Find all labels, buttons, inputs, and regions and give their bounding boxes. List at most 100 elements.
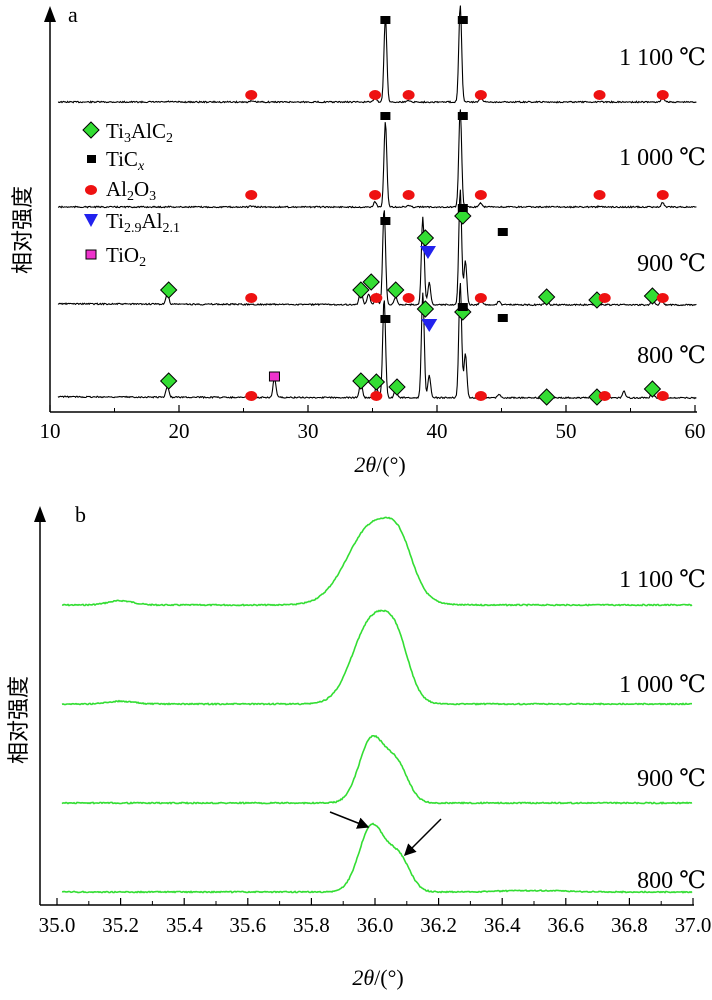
ti29al21-marker-icon xyxy=(421,319,438,332)
al2o3-marker-icon xyxy=(656,190,669,200)
panel-b-series-label: 800 ℃ xyxy=(637,868,706,894)
ti3alc2-marker-icon xyxy=(416,229,435,247)
ti3alc2-marker-icon xyxy=(362,273,380,291)
panel-b-tick-label: 35.4 xyxy=(166,913,203,937)
panel-a-series-labels: 1 100 ℃ 1 000 ℃ 900 ℃ 800 ℃ xyxy=(619,45,706,369)
annotation-arrow-right xyxy=(403,818,442,857)
panel-a-series-label: 800 ℃ xyxy=(637,343,706,369)
panel-b-tick-label: 36.2 xyxy=(420,913,457,937)
ticx-marker-icon xyxy=(457,303,468,311)
panel-b-tick-label: 35.8 xyxy=(293,913,330,937)
al2o3-marker-icon xyxy=(598,293,611,303)
panel-b-series-900 xyxy=(61,734,693,805)
panel-a-tick-label: 60 xyxy=(685,419,706,443)
al2o3-marker-icon xyxy=(402,293,415,303)
panel-b-series-800 xyxy=(61,822,693,894)
al2o3-marker-icon xyxy=(656,293,669,303)
panel-b-x-label-unit: /(°) xyxy=(374,965,404,990)
panel-b-tick-label: 36.4 xyxy=(484,913,521,937)
panel-a-tick-label: 50 xyxy=(556,419,577,443)
al2o3-marker-icon xyxy=(245,391,258,401)
panel-b-tick-label: 35.6 xyxy=(229,913,266,937)
legend-item-tio2: TiO2 xyxy=(85,243,146,270)
al2o3-marker-icon xyxy=(402,90,415,100)
panel-a-label: a xyxy=(68,2,78,27)
panel-a-series-label: 1 000 ℃ xyxy=(619,145,706,171)
ti3alc2-marker-icon xyxy=(643,287,662,305)
panel-b-tick-label: 36.6 xyxy=(547,913,584,937)
ti3alc2-marker-icon xyxy=(367,373,386,391)
panel-b-series-label: 1 000 ℃ xyxy=(619,672,706,698)
al2o3-marker-icon xyxy=(474,190,487,200)
ticx-marker-icon xyxy=(497,314,508,322)
panel-b-x-label-main: 2θ xyxy=(352,965,374,990)
panel-a: a 相对强度 10 20 30 40 50 60 1 100 ℃ 1 000 ℃ 900 ℃ 8… xyxy=(10,2,706,477)
legend-label-ti3alc2: Ti3AlC2 xyxy=(106,119,173,146)
ticx-marker-icon xyxy=(457,16,468,24)
legend-circle-icon xyxy=(85,185,97,195)
al2o3-marker-icon xyxy=(370,391,383,401)
ticx-marker-icon xyxy=(497,228,508,236)
tio2-marker-icon xyxy=(268,371,280,382)
legend-square-icon xyxy=(87,155,96,163)
al2o3-marker-icon xyxy=(656,391,669,401)
panel-a-x-label: 2θ/(°) xyxy=(354,452,405,477)
ti3alc2-marker-icon xyxy=(352,281,370,299)
al2o3-marker-icon xyxy=(245,190,258,200)
ticx-marker-icon xyxy=(380,112,391,120)
panel-b-series-label: 900 ℃ xyxy=(637,766,706,792)
ti3alc2-marker-icon xyxy=(159,372,178,390)
al2o3-marker-icon xyxy=(474,391,487,401)
legend-label-ticx: TiCx xyxy=(106,147,145,174)
panel-a-tick-label: 30 xyxy=(298,419,319,443)
panel-b-series-1-000 xyxy=(61,609,692,706)
legend-label-tio2: TiO2 xyxy=(106,243,146,270)
al2o3-marker-icon xyxy=(656,90,669,100)
legend-diamond-icon xyxy=(82,121,100,139)
legend-label-al2o3: Al2O3 xyxy=(106,177,156,204)
ti3alc2-marker-icon xyxy=(537,388,556,406)
ticx-marker-icon xyxy=(457,112,468,120)
al2o3-marker-icon xyxy=(598,391,611,401)
panel-a-tick-label: 10 xyxy=(40,419,61,443)
legend-triangle-icon xyxy=(84,214,98,227)
ti3alc2-marker-icon xyxy=(388,378,406,396)
ti3alc2-marker-icon xyxy=(352,372,370,390)
panel-a-legend: Ti3AlC2 TiCx Al2O3 Ti2.9Al2.1 TiO2 xyxy=(82,119,180,270)
panel-a-series-1-100 xyxy=(57,5,697,104)
panel-b-y-label: 相对强度 xyxy=(6,676,31,764)
ti3alc2-marker-icon xyxy=(159,281,178,299)
al2o3-marker-icon xyxy=(402,190,415,200)
panel-a-series-label: 1 100 ℃ xyxy=(619,45,706,71)
panel-b: b 相对强度 35.0 35.2 35.4 35.6 35.8 36.0 36.2 36.4 3… xyxy=(6,502,711,990)
al2o3-marker-icon xyxy=(593,90,606,100)
legend-item-ticx: TiCx xyxy=(87,147,145,174)
al2o3-marker-icon xyxy=(474,293,487,303)
panel-b-tick-label: 35.2 xyxy=(102,913,139,937)
panel-b-series-labels: 1 100 ℃ 1 000 ℃ 900 ℃ 800 ℃ xyxy=(619,567,706,894)
panel-b-tick-label: 35.0 xyxy=(39,913,76,937)
panel-b-label: b xyxy=(75,502,86,527)
panel-a-y-label: 相对强度 xyxy=(10,186,35,274)
panel-a-x-label-main: 2θ xyxy=(354,452,376,477)
legend-item-ti3alc2: Ti3AlC2 xyxy=(82,119,173,146)
legend-item-ti29al21: Ti2.9Al2.1 xyxy=(84,209,180,236)
al2o3-marker-icon xyxy=(245,293,258,303)
panel-b-x-label: 2θ/(°) xyxy=(352,965,403,990)
legend-item-al2o3: Al2O3 xyxy=(85,177,156,204)
panel-a-tick-label: 20 xyxy=(169,419,190,443)
panel-b-tick-label: 36.8 xyxy=(611,913,648,937)
ti29al21-marker-icon xyxy=(419,246,436,259)
panel-b-series-label: 1 100 ℃ xyxy=(619,567,706,593)
ticx-marker-icon xyxy=(457,204,468,212)
legend-label-ti29al21: Ti2.9Al2.1 xyxy=(106,209,180,236)
panel-a-x-ticks: 10 20 30 40 50 60 xyxy=(40,405,706,443)
panel-b-y-axis-arrow xyxy=(34,506,46,522)
annotation-arrow-left xyxy=(329,811,370,829)
panel-b-series-1-100 xyxy=(61,516,693,607)
panel-a-tick-label: 40 xyxy=(427,419,448,443)
panel-b-curves xyxy=(61,516,693,894)
legend-outline-square-icon xyxy=(85,249,97,260)
panel-a-series-1-000 xyxy=(57,109,697,209)
